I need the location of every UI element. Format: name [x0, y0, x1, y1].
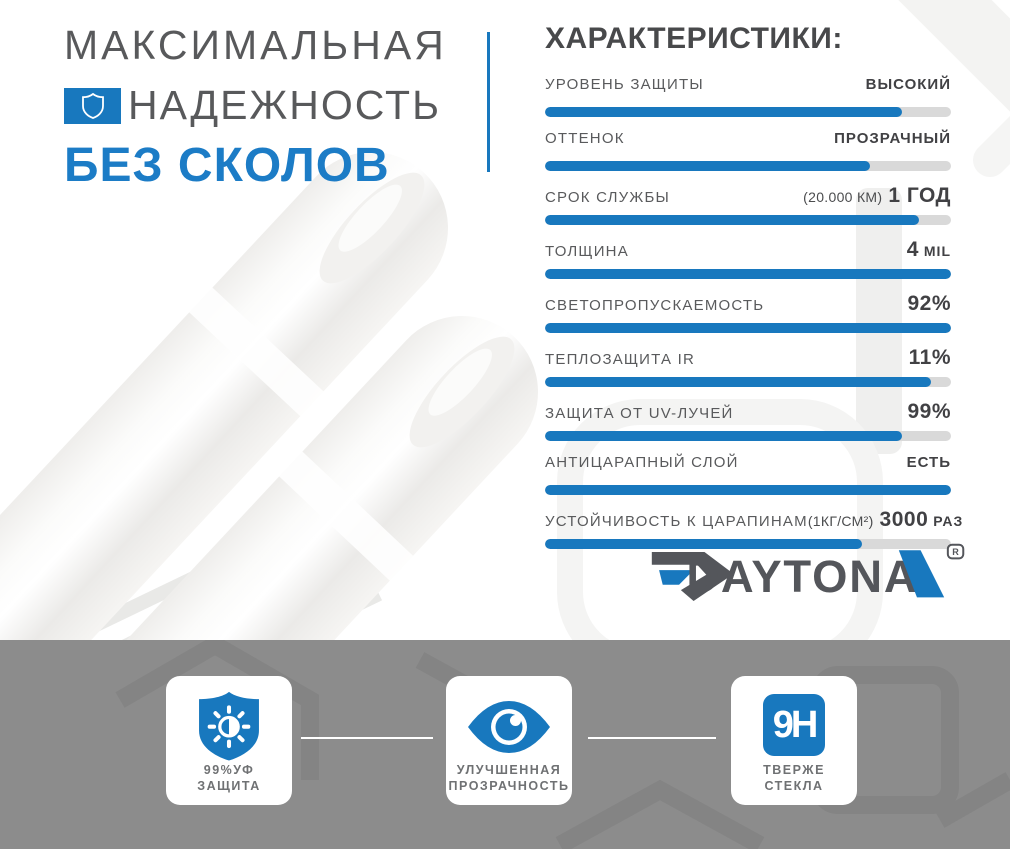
spec-bar-fill — [545, 323, 951, 333]
badge-uv-protection: 99%УФ ЗАЩИТА — [166, 676, 292, 805]
spec-value: ВЫСОКИЙ — [865, 76, 951, 93]
headline-line2: НАДЕЖНОСТЬ — [64, 82, 494, 129]
spec-label: СРОК СЛУЖБЫ — [545, 189, 670, 206]
spec-label: УСТОЙЧИВОСТЬ К ЦАРАПИНАМ — [545, 513, 808, 530]
spec-bar-track — [545, 431, 951, 441]
spec-row: ОТТЕНОК ПРОЗРАЧНЫЙ — [545, 130, 951, 171]
spec-value: ПРОЗРАЧНЫЙ — [834, 130, 951, 147]
headline-line3: БЕЗ СКОЛОВ — [64, 139, 390, 192]
badge-connector-line — [588, 737, 716, 739]
spec-bar-track — [545, 323, 951, 333]
spec-label: ТЕПЛОЗАЩИТА IR — [545, 351, 696, 368]
badge-label: УЛУЧШЕННАЯ ПРОЗРАЧНОСТЬ — [448, 762, 570, 793]
spec-bar-track — [545, 269, 951, 279]
logo-registered-mark: R — [952, 547, 959, 557]
spec-row: УРОВЕНЬ ЗАЩИТЫ ВЫСОКИЙ — [545, 76, 951, 117]
spec-value: 99% — [907, 400, 951, 423]
headline-line2-text: НАДЕЖНОСТЬ — [128, 82, 441, 128]
spec-unit: MIL — [923, 243, 951, 259]
hardness-9h-icon: 9H — [763, 694, 825, 756]
spec-value: 1 ГОД — [888, 184, 951, 207]
spec-row: СРОК СЛУЖБЫ (20.000 КМ) 1 ГОД — [545, 184, 951, 225]
spec-row: ЗАЩИТА ОТ UV-ЛУЧЕЙ 99% — [545, 400, 951, 441]
spec-bar-fill — [545, 431, 903, 441]
characteristics-panel: ХАРАКТЕРИСТИКИ: УРОВЕНЬ ЗАЩИТЫ ВЫСОКИЙ О… — [545, 22, 962, 562]
spec-bar-fill — [545, 107, 903, 117]
characteristics-title: ХАРАКТЕРИСТИКИ: — [545, 22, 843, 55]
spec-row: АНТИЦАРАПНЫЙ СЛОЙ ЕСТЬ — [545, 454, 951, 495]
headline-block: МАКСИМАЛЬНАЯ НАДЕЖНОСТЬ БЕЗ СКОЛОВ — [64, 22, 494, 193]
eye-icon — [468, 701, 550, 753]
spec-label: ТОЛЩИНА — [545, 243, 629, 260]
badge-label: 99%УФ ЗАЩИТА — [197, 762, 261, 793]
spec-bar-track — [545, 377, 951, 387]
uv-shield-sun-icon — [199, 691, 259, 761]
logo-blue-slash — [898, 550, 945, 598]
badge-improved-clarity: УЛУЧШЕННАЯ ПРОЗРАЧНОСТЬ — [446, 676, 572, 805]
bottom-feature-band: 99%УФ ЗАЩИТА УЛУЧШЕННАЯ ПРОЗРАЧНОСТЬ 9H … — [0, 640, 1010, 849]
spec-bar-track — [545, 485, 951, 495]
spec-bar-fill — [545, 161, 870, 171]
spec-label: УРОВЕНЬ ЗАЩИТЫ — [545, 76, 704, 93]
spec-label: ЗАЩИТА ОТ UV-ЛУЧЕЙ — [545, 405, 734, 422]
spec-bar-track — [545, 161, 951, 171]
spec-bar-fill — [545, 485, 951, 495]
badge-harder-than-glass: 9H ТВЕРЖЕ СТЕКЛА — [731, 676, 857, 805]
spec-value: 92% — [907, 292, 951, 315]
spec-row: СВЕТОПРОПУСКАЕМОСТЬ 92% — [545, 292, 951, 333]
spec-bar-track — [545, 215, 951, 225]
spec-value: 11% — [908, 346, 951, 369]
spec-row: ТОЛЩИНА 4 MIL — [545, 238, 951, 279]
spec-note: (1КГ/СМ²) — [807, 513, 874, 529]
spec-label: СВЕТОПРОПУСКАЕМОСТЬ — [545, 297, 765, 314]
characteristics-rows: УРОВЕНЬ ЗАЩИТЫ ВЫСОКИЙ ОТТЕНОК ПРОЗРАЧНЫ… — [545, 76, 962, 549]
daytona-logo: DAYTONA R — [650, 541, 966, 603]
spec-note: (20.000 КМ) — [803, 189, 883, 205]
logo-brand-text: DAYTONA — [686, 551, 918, 602]
spec-bar-track — [545, 107, 951, 117]
spec-row: ТЕПЛОЗАЩИТА IR 11% — [545, 346, 951, 387]
spec-bar-fill — [545, 269, 951, 279]
spec-bar-fill — [545, 215, 919, 225]
spec-unit: РАЗ — [933, 513, 964, 529]
badge-label: ТВЕРЖЕ СТЕКЛА — [763, 762, 825, 793]
headline-divider-line — [487, 32, 490, 172]
spec-value: 3000 — [879, 508, 929, 531]
spec-value: ЕСТЬ — [906, 454, 951, 471]
spec-label: АНТИЦАРАПНЫЙ СЛОЙ — [545, 454, 739, 471]
badge-connector-line — [301, 737, 433, 739]
spec-value: 4 — [906, 238, 919, 261]
shield-outline-icon — [64, 87, 121, 124]
spec-bar-fill — [545, 377, 931, 387]
spec-label: ОТТЕНОК — [545, 130, 625, 147]
headline-line1: МАКСИМАЛЬНАЯ — [64, 22, 447, 68]
